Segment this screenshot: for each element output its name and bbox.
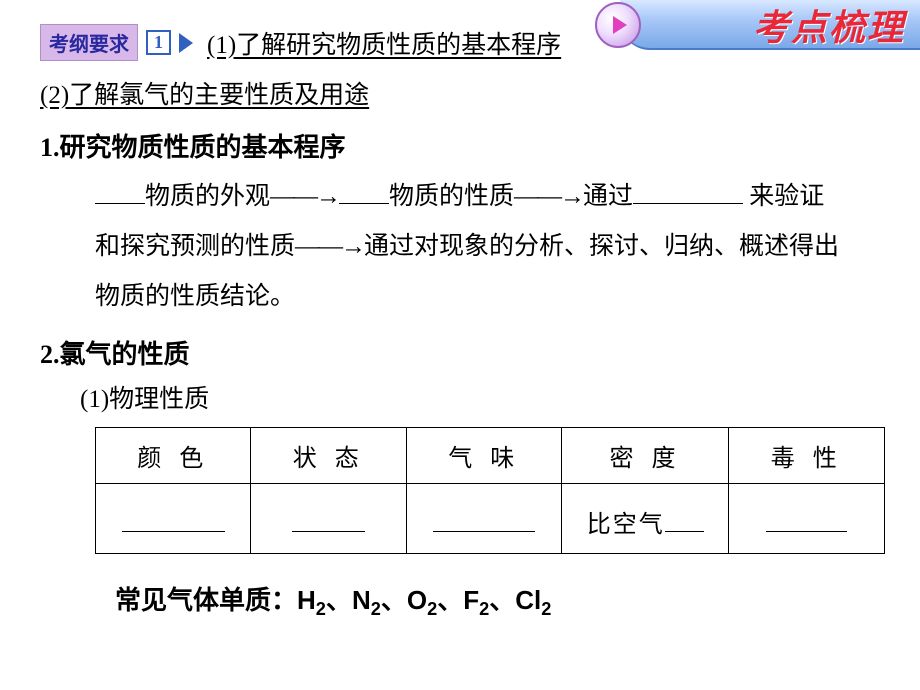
arrow-icon: ——→: [295, 233, 364, 260]
th-color: 颜 色: [96, 428, 251, 484]
fill-blank: [339, 179, 389, 204]
arrow-icon: ——→: [514, 183, 583, 210]
seg3: 通过: [583, 183, 633, 210]
cell-state: [251, 484, 406, 554]
requirement-number: 1: [146, 30, 171, 55]
fill-blank: [292, 531, 365, 532]
banner-title: 考点梳理: [753, 0, 905, 51]
content-area: 考纲要求 1 (1)了解研究物质性质的基本程序 (2)了解氯气的主要性质及用途 …: [0, 0, 920, 620]
requirement-tag: 考纲要求: [40, 24, 138, 61]
banner: 考点梳理: [620, 0, 920, 50]
seg2: 物质的性质: [389, 183, 514, 210]
fill-blank: [433, 531, 536, 532]
section2-sub: (1)物理性质: [40, 379, 880, 415]
fill-blank: [665, 531, 705, 532]
section1-heading: 1.研究物质性质的基本程序: [40, 127, 880, 164]
triangle-right-icon: [179, 33, 193, 53]
properties-table: 颜 色 状 态 气 味 密 度 毒 性 比空气: [95, 427, 885, 554]
footer-prefix: 常见气体单质：: [115, 585, 297, 615]
cell-smell: [406, 484, 561, 554]
fill-blank: [633, 179, 743, 204]
th-density: 密 度: [562, 428, 729, 484]
th-toxicity: 毒 性: [729, 428, 885, 484]
cell-color: [96, 484, 251, 554]
table-header-row: 颜 色 状 态 气 味 密 度 毒 性: [96, 428, 885, 484]
gas-list: H2、N2、O2、F2、Cl2: [297, 585, 551, 615]
th-state: 状 态: [251, 428, 406, 484]
banner-icon-circle: [595, 2, 641, 48]
th-smell: 气 味: [406, 428, 561, 484]
play-arrow-icon: [613, 16, 627, 34]
footer-gases: 常见气体单质：H2、N2、O2、F2、Cl2: [40, 580, 880, 620]
section2-heading: 2.氯气的性质: [40, 334, 880, 371]
requirement-line2: (2)了解氯气的主要性质及用途: [40, 75, 880, 111]
cell-toxicity: [729, 484, 885, 554]
fill-blank: [766, 531, 847, 532]
cell-density: 比空气: [562, 484, 729, 554]
arrow-icon: ——→: [270, 183, 339, 210]
seg1: 物质的外观: [145, 183, 270, 210]
fill-blank: [122, 531, 225, 532]
section1-body: 物质的外观——→物质的性质——→通过 来验证和探究预测的性质——→通过对现象的分…: [40, 172, 880, 322]
table-row: 比空气: [96, 484, 885, 554]
requirement-line1: (1)了解研究物质性质的基本程序: [207, 25, 561, 61]
density-prefix: 比空气: [587, 512, 665, 538]
fill-blank: [95, 179, 145, 204]
